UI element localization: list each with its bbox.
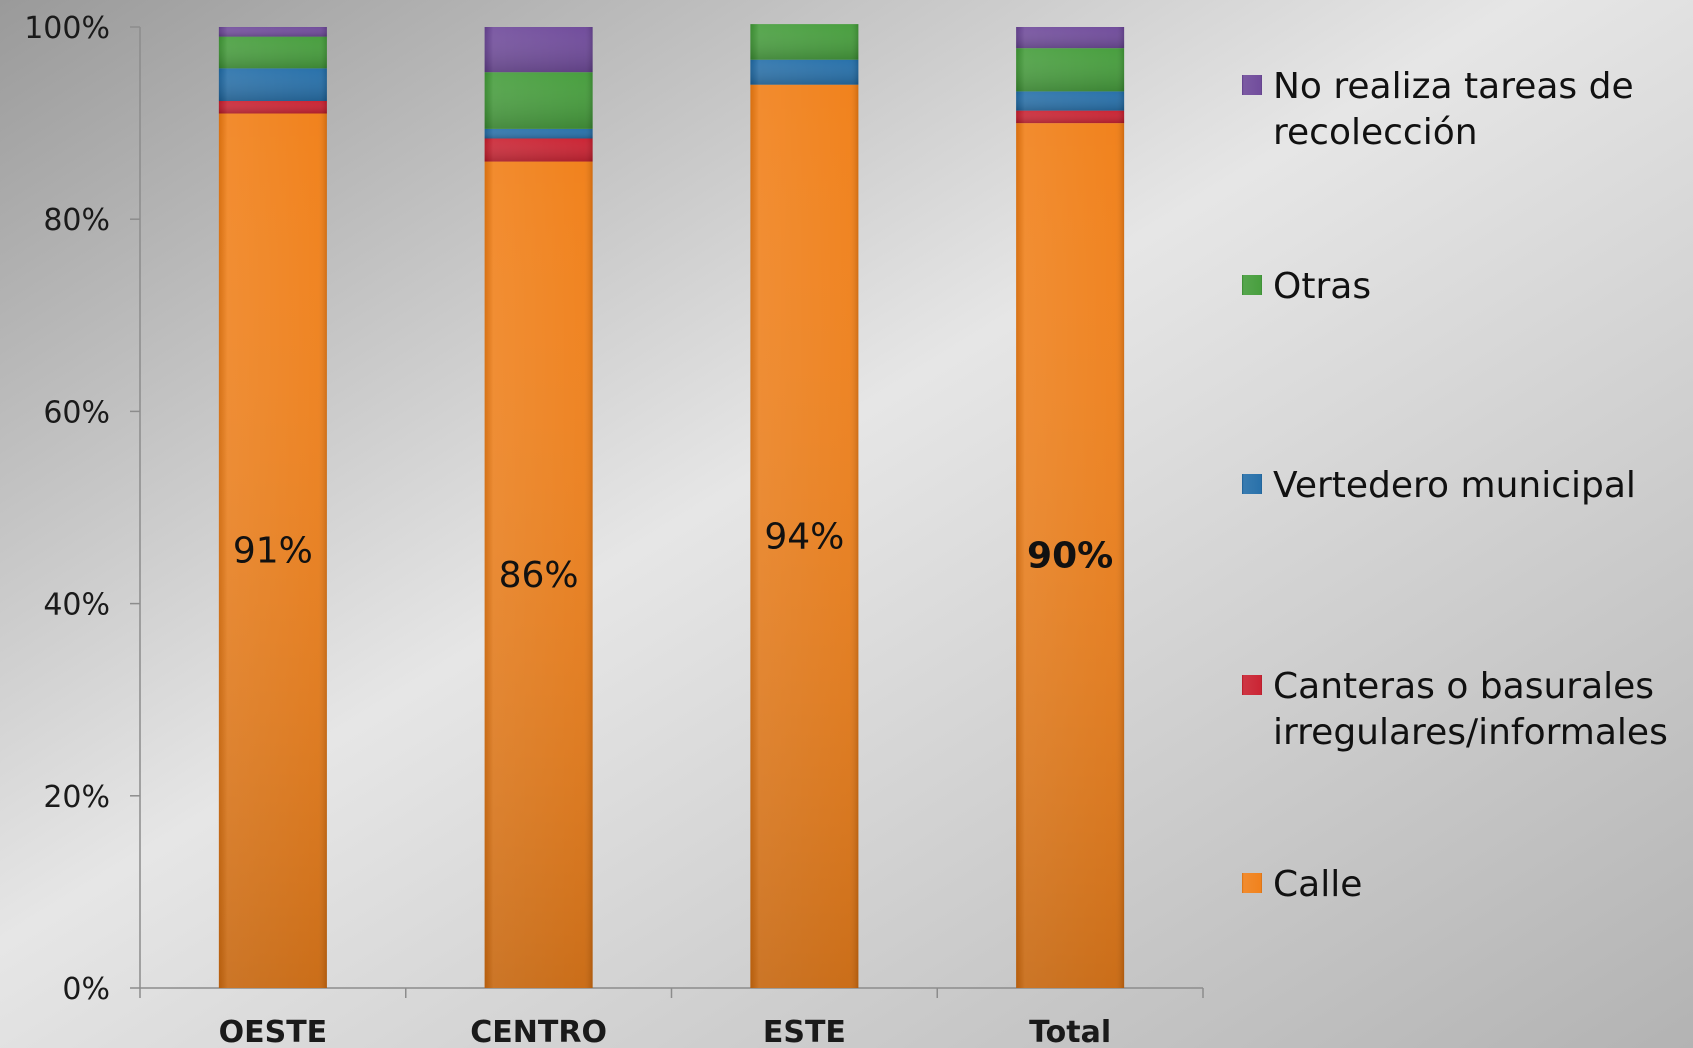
y-tick-label: 40% xyxy=(43,588,110,623)
legend-label: irregulares/informales xyxy=(1273,712,1668,753)
bar-segment xyxy=(218,68,327,101)
bar-segment xyxy=(1016,27,1125,49)
legend-label: recolección xyxy=(1273,112,1478,153)
x-category-label: OESTE xyxy=(219,1015,328,1048)
legend-label: Calle xyxy=(1273,864,1362,905)
bar-segment xyxy=(750,59,859,85)
data-labels: 91% 86% 94% 90% xyxy=(233,516,1113,595)
bar-segment xyxy=(218,36,327,69)
bar-segment xyxy=(1016,91,1125,111)
bar-data-label: 90% xyxy=(1027,536,1113,577)
legend-label: Otras xyxy=(1273,266,1371,307)
bar-data-label: 86% xyxy=(499,555,579,596)
bar-segment xyxy=(484,72,593,129)
bar-segment xyxy=(218,27,327,37)
bar-segment xyxy=(218,100,327,114)
y-tick-label: 60% xyxy=(43,395,110,430)
legend-item: Canteras o basurales irregulares/informal… xyxy=(1242,666,1668,753)
legend-item: Otras xyxy=(1242,266,1371,307)
bar-data-label: 94% xyxy=(764,516,844,557)
bar-segment xyxy=(484,27,593,73)
legend: No realiza tareas de recolección Otras Vert… xyxy=(1242,66,1668,905)
x-category-label: CENTRO xyxy=(470,1015,607,1048)
legend-item: No realiza tareas de recolección xyxy=(1242,66,1634,153)
legend-item: Vertedero municipal xyxy=(1242,465,1636,506)
y-tick-label: 20% xyxy=(43,780,110,815)
bar-segment xyxy=(484,128,593,139)
legend-label: Canteras o basurales xyxy=(1273,666,1654,707)
y-tick-label: 80% xyxy=(43,203,110,238)
legend-item: Calle xyxy=(1242,864,1362,905)
bar-data-label: 91% xyxy=(233,531,313,572)
bar-segment xyxy=(1016,48,1125,92)
legend-label: Vertedero municipal xyxy=(1273,465,1636,506)
bar-segment xyxy=(1016,110,1125,124)
x-category-label: Total xyxy=(1029,1015,1111,1048)
legend-label: No realiza tareas de xyxy=(1273,66,1634,107)
y-tick-label: 0% xyxy=(62,972,110,1007)
bar-segment xyxy=(484,138,593,162)
axes: 0% 20% 40% 60% 80% 100% OESTE CENTRO ESTE Total xyxy=(24,11,1204,1048)
x-category-label: ESTE xyxy=(763,1015,846,1048)
y-tick-label: 100% xyxy=(24,11,110,46)
bar-segment xyxy=(750,24,859,60)
